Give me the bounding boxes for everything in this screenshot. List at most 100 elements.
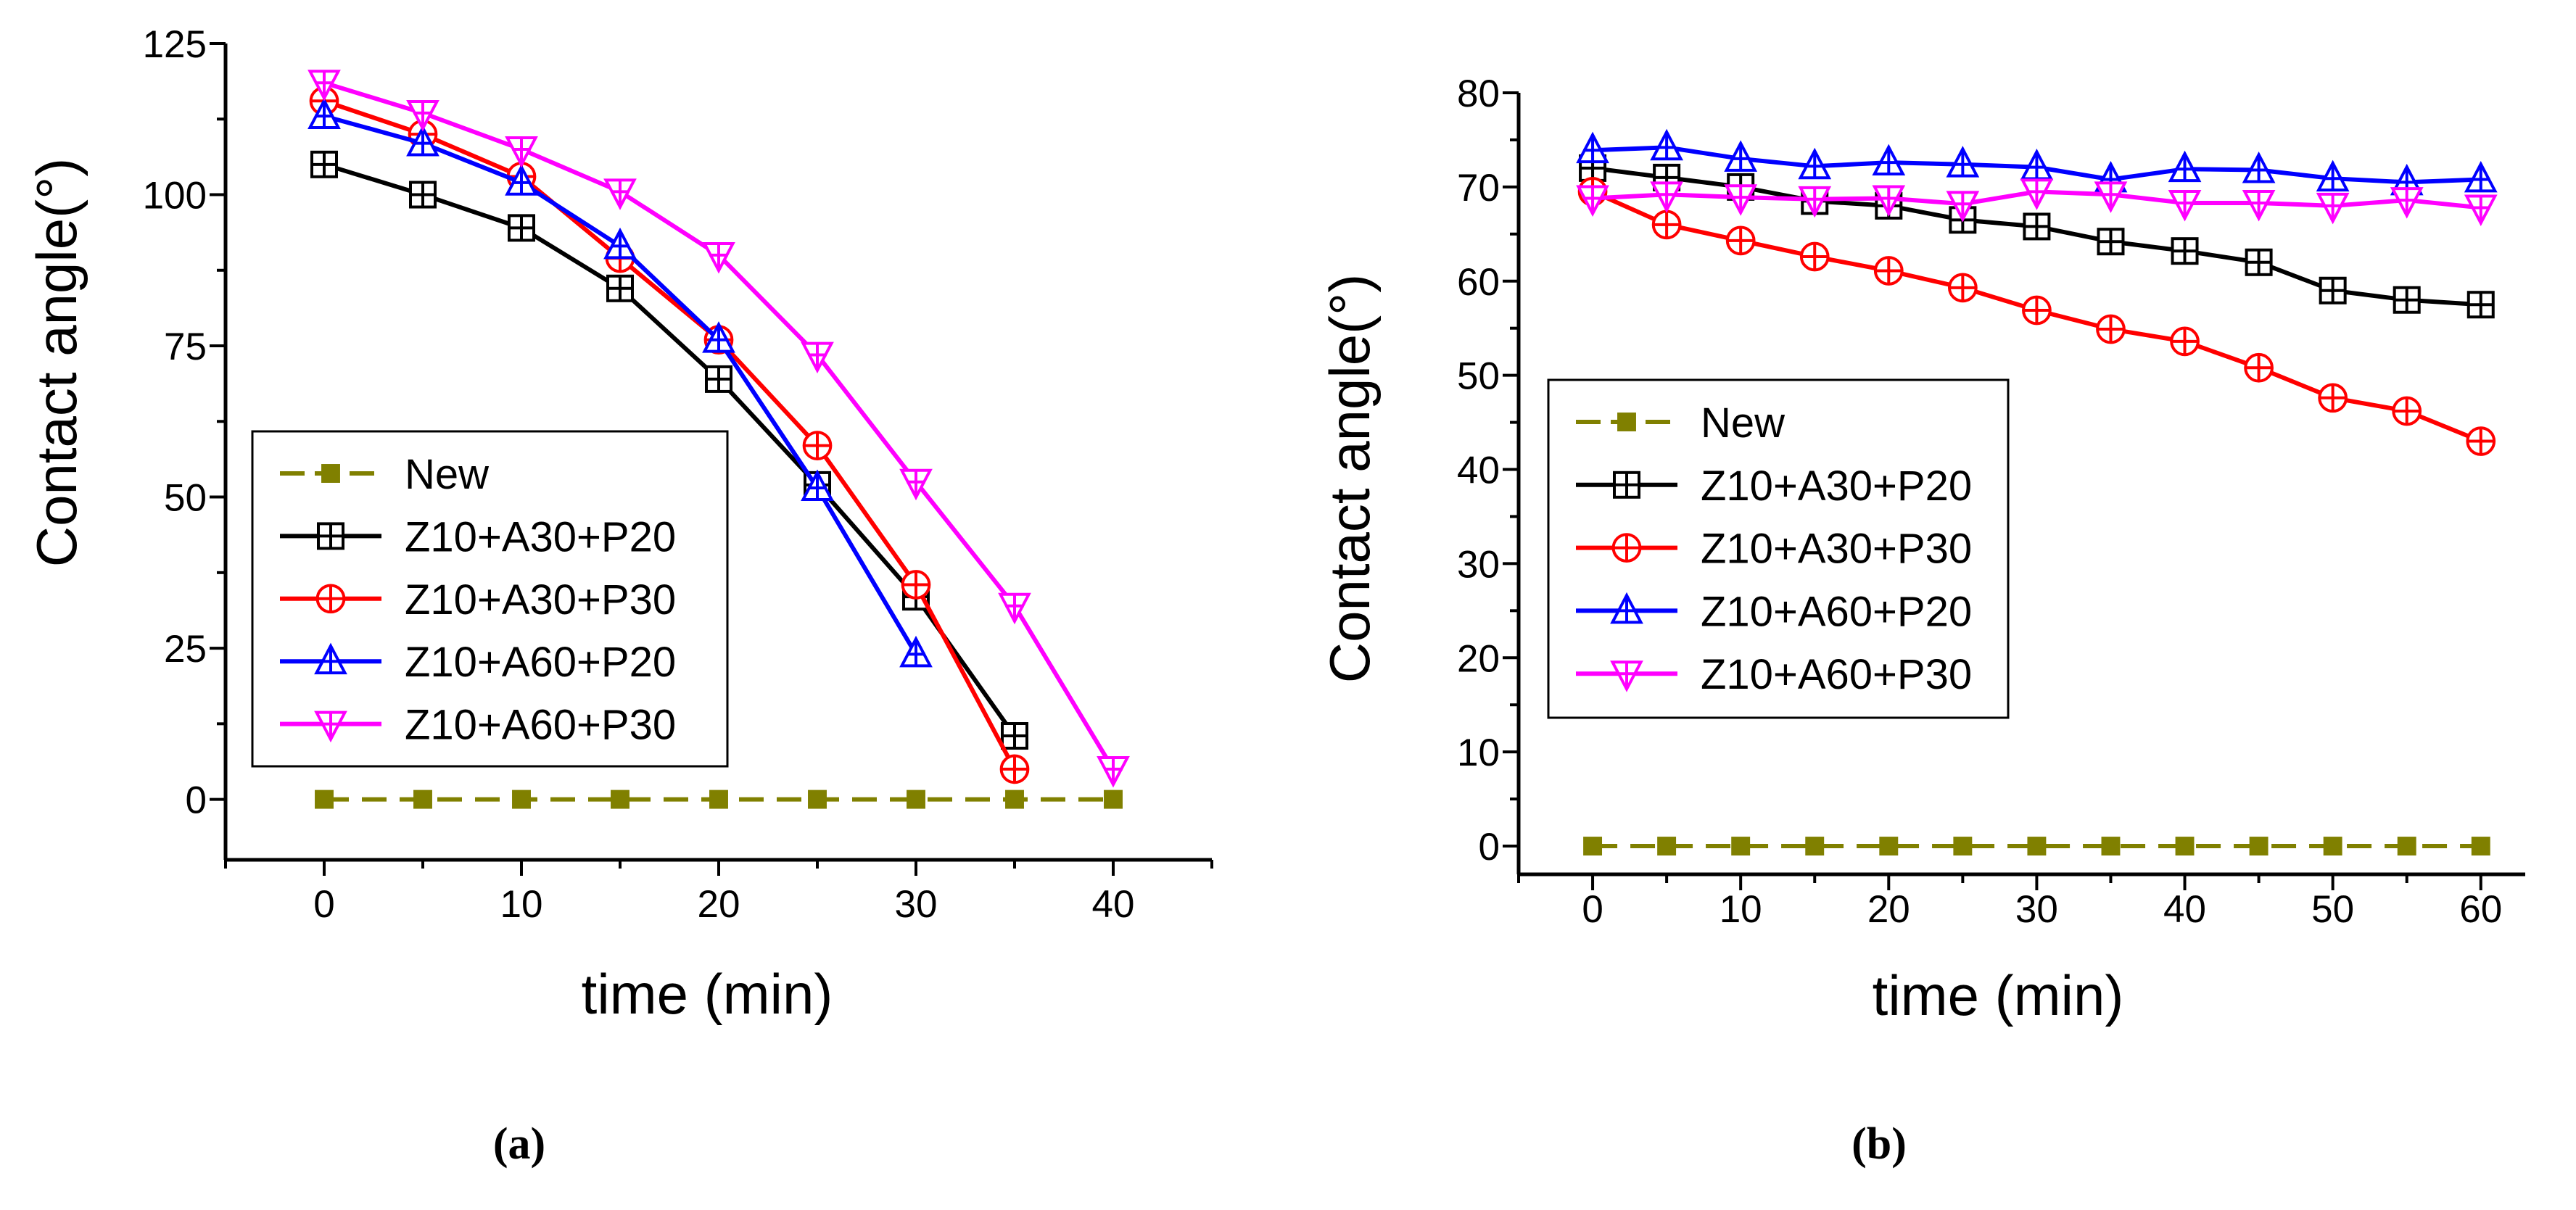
chart-1-series-3-point <box>1576 131 1609 164</box>
chart-1-series-4-point <box>2316 192 2350 225</box>
chart-1-series-2-point <box>1725 225 1756 256</box>
chart-1-legend-label-3: Z10+A60+P20 <box>1701 588 1972 635</box>
chart-1-series-3-point <box>1650 128 1683 161</box>
chart-0-series-4-point <box>603 178 637 210</box>
chart-1-series-1-point <box>2171 237 2199 265</box>
chart-0-x-tick-label: 20 <box>698 883 740 926</box>
chart-0-legend-label-2: Z10+A30+P30 <box>405 576 676 623</box>
chart-0-series-3-point <box>899 635 933 668</box>
chart-1-series-1-point <box>2245 248 2273 276</box>
chart-1-series-2-point <box>2244 352 2274 383</box>
chart-1-legend-label-1: Z10+A30+P20 <box>1701 463 1972 510</box>
chart-1-y-tick-label: 10 <box>1457 732 1500 774</box>
chart-0-y-axis-title: Contact angle(°) <box>25 158 88 567</box>
chart-0-series-4-point <box>307 70 341 101</box>
chart-1-series-2-point <box>2170 326 2200 357</box>
chart-0-series-0-point <box>1104 790 1123 809</box>
chart-1-panel-label: (b) <box>1852 1119 1907 1169</box>
chart-0-x-axis-title: time (min) <box>582 962 833 1026</box>
chart-1-x-tick-label: 20 <box>1867 888 1910 931</box>
chart-0-series-0-point <box>907 790 925 809</box>
chart-0-panel-label: (a) <box>493 1119 545 1169</box>
chart-1-y-axis-title: Contact angle(°) <box>1318 274 1382 683</box>
chart-0-series-4-point <box>505 136 538 168</box>
chart-0-legend-label-3: Z10+A60+P20 <box>405 639 676 686</box>
chart-0-legend-label-0: New <box>405 451 490 498</box>
chart-1-series-0-point <box>2175 837 2195 855</box>
chart-0-x-tick-label: 30 <box>895 883 938 926</box>
chart-1-series-1-point <box>2319 276 2347 304</box>
chart-1-x-tick-label: 40 <box>2163 888 2206 931</box>
chart-1-series-4-point <box>2464 194 2498 227</box>
chart-1-x-tick-label: 50 <box>2311 888 2354 931</box>
chart-1-series-1-point <box>2023 212 2051 241</box>
chart-0-legend-marker-2 <box>315 584 346 614</box>
chart-1-series-4-point <box>1798 186 1832 218</box>
chart-0-x-tick-label: 10 <box>500 883 543 926</box>
chart-1-series-0-point <box>1879 837 1899 855</box>
chart-1-series-4-point <box>1946 191 1980 223</box>
chart-0-series-2-point <box>901 570 931 600</box>
chart-0-series-1-point <box>705 365 732 393</box>
chart-1-series-2-point <box>2096 314 2126 344</box>
chart-1-legend-label-2: Z10+A30+P30 <box>1701 526 1972 573</box>
chart-1-y-tick-label: 70 <box>1457 167 1500 210</box>
chart-0-y-tick-label: 100 <box>143 175 207 217</box>
chart-0-series-4-point <box>801 341 834 374</box>
chart-1-series-4-point <box>2242 190 2276 222</box>
chart-0-x-tick-label: 0 <box>313 883 334 926</box>
chart-1-series-2-point <box>1799 241 1830 272</box>
chart-1-y-tick-label: 80 <box>1457 72 1500 115</box>
chart-1-y-tick-label: 0 <box>1479 826 1500 869</box>
chart-0-series-0-point <box>512 790 531 809</box>
chart-0-series-4-point <box>1097 755 1130 788</box>
chart-1-series-4-point <box>1724 184 1758 216</box>
chart-1-series-0-point <box>2027 837 2047 855</box>
chart-0-series-4-point <box>702 241 735 274</box>
chart-1-legend-marker-0 <box>1617 413 1636 431</box>
chart-1-y-tick-label: 40 <box>1457 449 1500 492</box>
chart-0-legend-marker-0 <box>321 464 340 483</box>
chart-1-series-0-point <box>1805 837 1825 855</box>
chart-0-series-0-point <box>611 790 629 809</box>
chart-1-legend-marker-1 <box>1613 471 1640 499</box>
chart-1-legend-marker-3 <box>1610 592 1643 624</box>
chart-1-x-tick-label: 10 <box>1720 888 1762 931</box>
chart-1-series-4-point <box>1576 185 1609 217</box>
chart-1-series-2-point <box>2392 396 2422 426</box>
chart-0-series-1-point <box>310 150 338 178</box>
chart-0-legend-marker-1 <box>317 522 344 550</box>
chart-1-series-4-point <box>2168 190 2202 222</box>
chart-0-legend-marker-3 <box>314 642 347 675</box>
chart-0-series-1-point <box>606 274 634 302</box>
chart-0-series-1-point <box>1001 722 1028 750</box>
chart-1-series-0-point <box>1657 837 1677 855</box>
chart-1-series-4-point <box>2020 178 2054 210</box>
chart-1-series-0-point <box>2249 837 2269 855</box>
chart-1-y-tick-label: 60 <box>1457 261 1500 304</box>
chart-0-y-tick-label: 0 <box>186 779 207 822</box>
chart-1-series-2-point <box>2022 295 2052 326</box>
chart-0-y-tick-label: 75 <box>164 326 207 368</box>
chart-1-series-2-point <box>1651 210 1682 240</box>
chart-0-y-tick-label: 125 <box>143 23 207 66</box>
chart-1-x-tick-label: 60 <box>2459 888 2502 931</box>
chart-0-series-4-point <box>406 99 439 132</box>
chart-1-y-tick-label: 50 <box>1457 355 1500 398</box>
chart-0-series-3-point <box>801 469 834 501</box>
chart-1-x-axis-title: time (min) <box>1873 964 2124 1027</box>
chart-1-legend-marker-2 <box>1611 533 1642 563</box>
chart-1-legend-marker-4 <box>1610 660 1643 692</box>
chart-1-series-1-point <box>2466 291 2495 319</box>
chart-1-series-3-point <box>2316 159 2350 192</box>
chart-1-series-3-point <box>2168 150 2202 183</box>
chart-0-series-3-point <box>307 97 341 130</box>
chart-0-series-1-point <box>508 214 535 242</box>
chart-1-y-tick-label: 20 <box>1457 637 1500 680</box>
chart-1-series-4-point <box>2094 181 2128 213</box>
chart-0-legend-marker-4 <box>314 710 347 743</box>
chart-0-series-0-point <box>1005 790 1024 809</box>
chart-0-legend-label-4: Z10+A60+P30 <box>405 702 676 749</box>
chart-0-series-1-point <box>409 181 437 209</box>
